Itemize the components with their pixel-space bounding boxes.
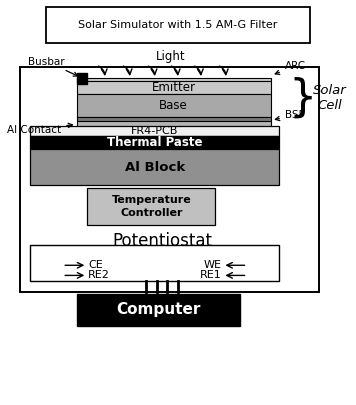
Text: Al Block: Al Block — [125, 160, 185, 174]
Text: CE: CE — [88, 260, 103, 270]
Text: Computer: Computer — [116, 302, 201, 318]
Text: BSF: BSF — [275, 111, 304, 121]
Text: WE: WE — [203, 260, 221, 270]
Bar — [77, 294, 240, 326]
Bar — [77, 122, 271, 127]
Text: Solar Simulator with 1.5 AM-G Filter: Solar Simulator with 1.5 AM-G Filter — [78, 20, 278, 30]
Bar — [77, 117, 271, 121]
Bar — [30, 136, 279, 149]
Text: Thermal Paste: Thermal Paste — [107, 136, 203, 149]
Text: Emitter: Emitter — [152, 81, 195, 94]
Text: Light: Light — [156, 50, 186, 63]
Text: Base: Base — [159, 99, 188, 112]
Bar — [77, 78, 271, 81]
Text: ARC: ARC — [275, 62, 306, 75]
Text: RE2: RE2 — [88, 271, 110, 280]
Text: Al Contact: Al Contact — [7, 123, 72, 134]
Bar — [77, 73, 87, 84]
Bar — [30, 245, 279, 281]
Bar — [77, 94, 271, 117]
Text: Busbar: Busbar — [28, 57, 78, 76]
Text: RE1: RE1 — [200, 271, 221, 280]
Text: Solar
Cell: Solar Cell — [313, 84, 346, 113]
Bar — [30, 126, 279, 136]
Bar — [30, 149, 279, 185]
Bar — [77, 81, 271, 94]
Text: Temperature
Controller: Temperature Controller — [111, 195, 191, 218]
Bar — [20, 67, 319, 292]
Bar — [87, 188, 215, 225]
Bar — [46, 7, 310, 43]
Text: FR4-PCB: FR4-PCB — [131, 126, 179, 136]
Text: }: } — [288, 77, 317, 120]
Text: Potentiostat: Potentiostat — [112, 232, 212, 250]
